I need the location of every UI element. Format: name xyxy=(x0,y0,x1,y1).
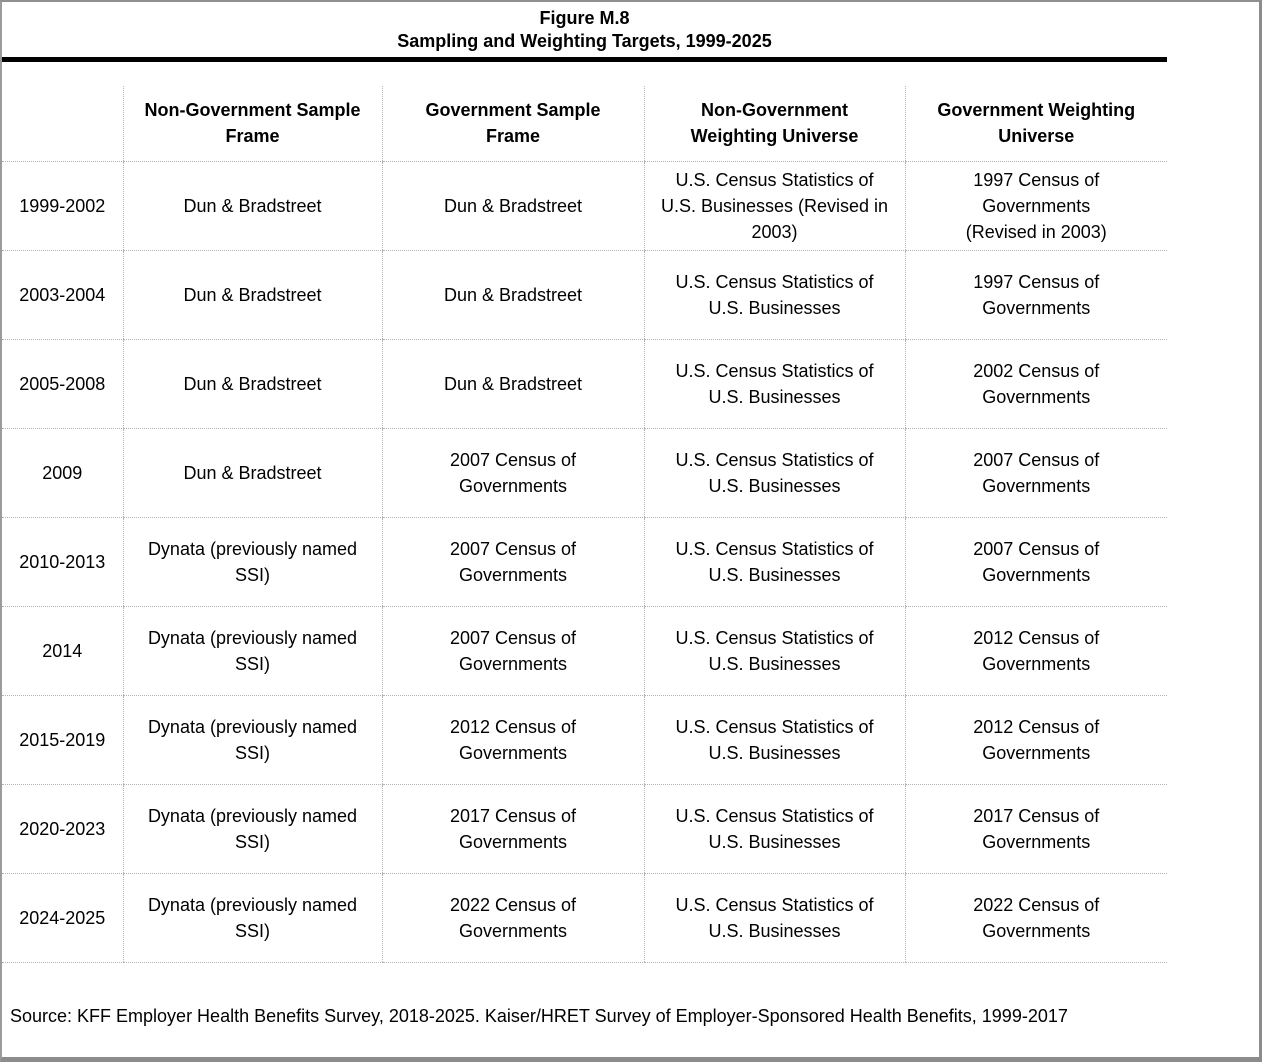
cell-non-gov-weighting-universe: U.S. Census Statistics of U.S. Businesse… xyxy=(643,517,905,607)
cell-non-gov-weighting-universe: U.S. Census Statistics of U.S. Businesse… xyxy=(643,695,905,785)
table-row: 2024-2025 Dynata (previously named SSI) … xyxy=(2,873,1167,963)
cell-year: 2009 xyxy=(2,428,123,518)
cell-gov-sample-frame: 2012 Census of Governments xyxy=(381,695,644,785)
table-body: 1999-2002 Dun & Bradstreet Dun & Bradstr… xyxy=(2,161,1167,963)
table-header: Non-Government Sample Frame Government S… xyxy=(2,86,1167,162)
cell-gov-sample-frame: Dun & Bradstreet xyxy=(381,250,644,340)
cell-gov-sample-frame: 2017 Census of Governments xyxy=(381,784,644,874)
cell-gov-sample-frame: 2007 Census of Governments xyxy=(381,606,644,696)
cell-non-gov-sample-frame: Dynata (previously named SSI) xyxy=(122,695,382,785)
source-note: Source: KFF Employer Health Benefits Sur… xyxy=(10,1005,1068,1026)
header-non-gov-weighting-universe: Non-Government Weighting Universe xyxy=(643,86,905,162)
table-row: 2003-2004 Dun & Bradstreet Dun & Bradstr… xyxy=(2,250,1167,340)
header-year xyxy=(2,86,123,162)
cell-non-gov-weighting-universe: U.S. Census Statistics of U.S. Businesse… xyxy=(643,161,905,251)
cell-year: 2024-2025 xyxy=(2,873,123,963)
table-row: 2010-2013 Dynata (previously named SSI) … xyxy=(2,517,1167,607)
figure-number: Figure M.8 xyxy=(539,8,630,28)
table-row: 1999-2002 Dun & Bradstreet Dun & Bradstr… xyxy=(2,161,1167,251)
cell-non-gov-sample-frame: Dynata (previously named SSI) xyxy=(122,784,382,874)
cell-non-gov-sample-frame: Dun & Bradstreet xyxy=(122,339,382,429)
cell-year: 2014 xyxy=(2,606,123,696)
cell-non-gov-weighting-universe: U.S. Census Statistics of U.S. Businesse… xyxy=(643,339,905,429)
figure-title: Sampling and Weighting Targets, 1999-202… xyxy=(397,31,772,51)
cell-non-gov-sample-frame: Dun & Bradstreet xyxy=(122,428,382,518)
cell-gov-weighting-universe: 2017 Census of Governments xyxy=(904,784,1167,874)
cell-gov-weighting-universe: 2002 Census of Governments xyxy=(904,339,1167,429)
table-row: 2009 Dun & Bradstreet 2007 Census of Gov… xyxy=(2,428,1167,518)
sampling-weighting-table: Non-Government Sample Frame Government S… xyxy=(2,86,1167,963)
cell-non-gov-sample-frame: Dynata (previously named SSI) xyxy=(122,606,382,696)
cell-non-gov-weighting-universe: U.S. Census Statistics of U.S. Businesse… xyxy=(643,250,905,340)
cell-non-gov-sample-frame: Dynata (previously named SSI) xyxy=(122,873,382,963)
cell-non-gov-weighting-universe: U.S. Census Statistics of U.S. Businesse… xyxy=(643,873,905,963)
header-gov-weighting-universe: Government Weighting Universe xyxy=(904,86,1167,162)
header-row: Non-Government Sample Frame Government S… xyxy=(2,86,1167,162)
cell-year: 2020-2023 xyxy=(2,784,123,874)
cell-gov-sample-frame: 2007 Census of Governments xyxy=(381,428,644,518)
cell-gov-sample-frame: 2022 Census of Governments xyxy=(381,873,644,963)
figure-title-block: Figure M.8 Sampling and Weighting Target… xyxy=(2,2,1167,53)
cell-year: 2015-2019 xyxy=(2,695,123,785)
header-gov-sample-frame: Government Sample Frame xyxy=(381,86,644,162)
cell-year: 2010-2013 xyxy=(2,517,123,607)
cell-non-gov-weighting-universe: U.S. Census Statistics of U.S. Businesse… xyxy=(643,606,905,696)
cell-non-gov-weighting-universe: U.S. Census Statistics of U.S. Businesse… xyxy=(643,428,905,518)
table-row: 2014 Dynata (previously named SSI) 2007 … xyxy=(2,606,1167,696)
cell-gov-weighting-universe: 1997 Census of Governments (Revised in 2… xyxy=(904,161,1167,251)
title-divider-rule xyxy=(2,57,1167,62)
table-row: 2020-2023 Dynata (previously named SSI) … xyxy=(2,784,1167,874)
cell-gov-sample-frame: Dun & Bradstreet xyxy=(381,339,644,429)
cell-non-gov-sample-frame: Dun & Bradstreet xyxy=(122,250,382,340)
table-row: 2005-2008 Dun & Bradstreet Dun & Bradstr… xyxy=(2,339,1167,429)
cell-gov-weighting-universe: 2022 Census of Governments xyxy=(904,873,1167,963)
cell-non-gov-sample-frame: Dynata (previously named SSI) xyxy=(122,517,382,607)
table-row: 2015-2019 Dynata (previously named SSI) … xyxy=(2,695,1167,785)
cell-gov-weighting-universe: 2012 Census of Governments xyxy=(904,695,1167,785)
cell-year: 2003-2004 xyxy=(2,250,123,340)
cell-gov-weighting-universe: 2007 Census of Governments xyxy=(904,517,1167,607)
cell-year: 2005-2008 xyxy=(2,339,123,429)
cell-gov-weighting-universe: 2007 Census of Governments xyxy=(904,428,1167,518)
cell-gov-sample-frame: Dun & Bradstreet xyxy=(381,161,644,251)
header-non-gov-sample-frame: Non-Government Sample Frame xyxy=(122,86,382,162)
cell-year: 1999-2002 xyxy=(2,161,123,251)
cell-non-gov-weighting-universe: U.S. Census Statistics of U.S. Businesse… xyxy=(643,784,905,874)
cell-non-gov-sample-frame: Dun & Bradstreet xyxy=(122,161,382,251)
cell-gov-sample-frame: 2007 Census of Governments xyxy=(381,517,644,607)
cell-gov-weighting-universe: 2012 Census of Governments xyxy=(904,606,1167,696)
cell-gov-weighting-universe: 1997 Census of Governments xyxy=(904,250,1167,340)
